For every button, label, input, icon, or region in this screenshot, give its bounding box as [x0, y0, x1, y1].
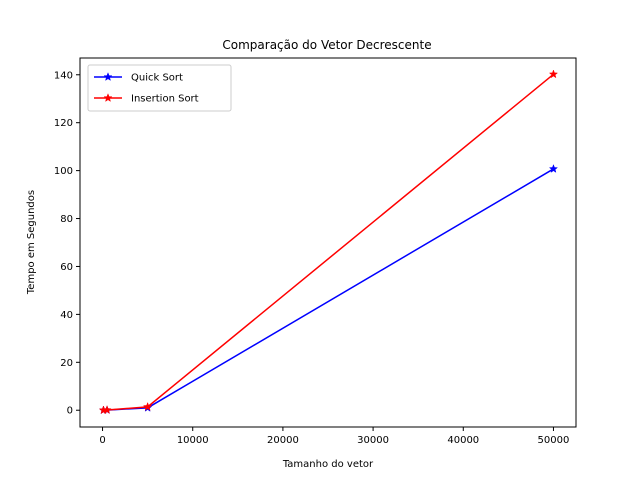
- y-tick-label-3: 60: [60, 262, 73, 273]
- series-1-point-2: [142, 401, 153, 411]
- x-tick-label-2: 20000: [267, 435, 299, 446]
- series-1-point-1: [102, 405, 112, 414]
- x-tick-label-1: 10000: [177, 435, 209, 446]
- plot-frame: [79, 57, 577, 428]
- legend-label-1: Insertion Sort: [131, 94, 199, 105]
- y-tick-label-2: 40: [60, 310, 73, 321]
- y-axis: 0 20 40 60 80 100 120 140: [54, 70, 80, 417]
- y-tick-label-0: 0: [67, 406, 73, 417]
- series-line-1: [103, 73, 554, 411]
- legend-box: [87, 64, 232, 112]
- series-1-point-3: [548, 69, 559, 79]
- y-tick-label-7: 140: [54, 70, 73, 81]
- y-tick-label-6: 120: [54, 118, 73, 129]
- chart-title: Comparação do Vetor Decrescente: [222, 38, 431, 52]
- x-tick-label-0: 0: [99, 435, 105, 446]
- legend-label-0: Quick Sort: [131, 73, 183, 84]
- legend: Quick Sort Insertion Sort: [87, 64, 232, 112]
- series-line-0: [103, 168, 554, 411]
- y-tick-label-4: 80: [60, 214, 73, 225]
- x-tick-label-5: 50000: [538, 435, 570, 446]
- legend-marker-0: [103, 72, 113, 81]
- x-tick-label-3: 30000: [357, 435, 389, 446]
- legend-marker-1: [103, 93, 113, 102]
- x-tick-label-4: 40000: [447, 435, 479, 446]
- series-0-point-3: [548, 164, 559, 173]
- y-tick-label-5: 100: [54, 166, 73, 177]
- plot-area: [98, 69, 559, 415]
- x-axis-label: Tamanho do vetor: [282, 459, 374, 470]
- y-tick-label-1: 20: [60, 358, 73, 369]
- x-axis: 0 10000 20000 30000 40000 50000: [99, 427, 569, 446]
- y-axis-label: Tempo em Segundos: [26, 190, 37, 295]
